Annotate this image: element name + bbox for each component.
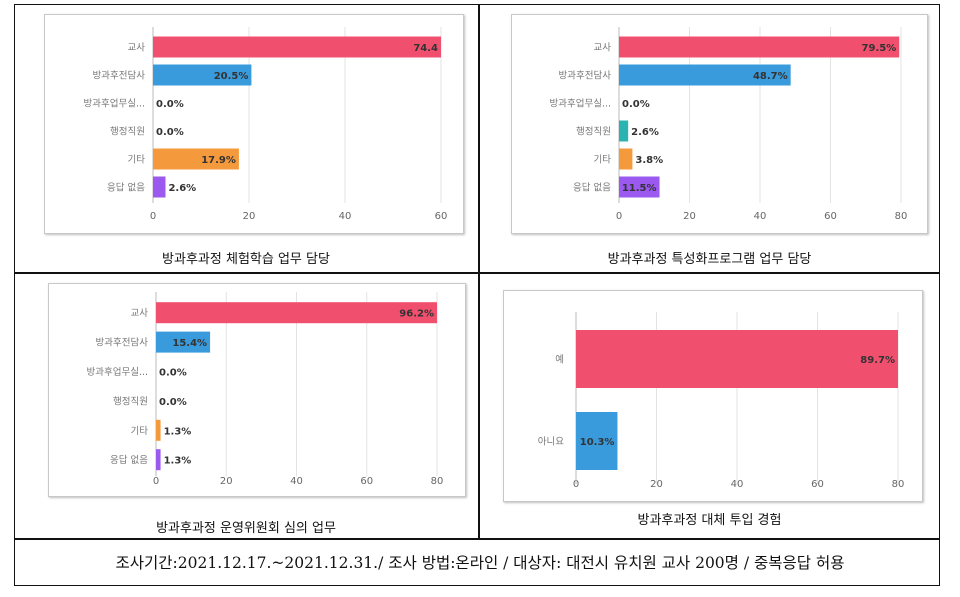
survey-footnote: 조사기간:2021.12.17.~2021.12.31./ 조사 방법:온라인 … — [115, 554, 845, 572]
data-label: 96.2% — [399, 309, 434, 320]
category-label: 응답 없음 — [110, 454, 148, 466]
chart-specialized-program: 0 20 40 60 80 교사 79.5% 방과후전담사 48.7% 방과후업무실... 0.0%… — [550, 27, 908, 222]
x-tick-label: 0 — [150, 211, 156, 222]
category-label: 예 — [555, 355, 564, 366]
data-label: 0.0% — [159, 397, 187, 408]
chart-steering-committee: 0 20 40 60 80 교사 96.2% 방과후전담사 15.4% 방과후업무실... 0.0%… — [87, 292, 444, 487]
data-label: 3.8% — [635, 155, 663, 166]
data-label: 1.3% — [164, 426, 192, 437]
bar — [619, 64, 791, 86]
chart-card: 0 20 40 60 80 교사 79.5% 방과후전담사 48.7% 방과후업무실... 0.0%… — [511, 14, 928, 234]
x-tick-label: 40 — [754, 211, 767, 222]
chart-experience-learning: 0 20 40 60 교사 74.4 방과후전담사 20.5% 방과후업무실... 0.0% 행정직… — [84, 27, 448, 222]
x-tick-label: 20 — [650, 479, 663, 490]
category-label: 행정직원 — [113, 395, 148, 407]
data-label: 0.0% — [159, 368, 187, 379]
bar — [153, 36, 441, 58]
data-label: 2.6% — [631, 127, 659, 138]
data-label: 74.4 — [413, 43, 438, 54]
data-label: 17.9% — [201, 155, 236, 166]
x-tick-label: 0 — [153, 476, 159, 487]
category-label: 행정직원 — [576, 126, 611, 138]
panel-experience-learning: 0 20 40 60 교사 74.4 방과후전담사 20.5% 방과후업무실... 0.0% 행정직… — [14, 4, 478, 272]
bar — [619, 148, 633, 170]
category-label: 응답 없음 — [107, 182, 145, 194]
x-tick-label: 0 — [616, 211, 622, 222]
category-label: 행정직원 — [110, 126, 145, 138]
x-tick-label: 40 — [339, 211, 352, 222]
bar — [156, 331, 211, 353]
data-label: 0.0% — [156, 99, 184, 110]
category-label: 기타 — [594, 155, 612, 166]
bar — [153, 148, 239, 170]
data-label: 0.0% — [622, 99, 650, 110]
bar — [156, 449, 161, 471]
chart-caption: 방과후과정 특성화프로그램 업무 담당 — [607, 252, 812, 267]
x-tick-label: 60 — [360, 476, 373, 487]
chart-caption: 방과후과정 대체 투입 경험 — [637, 513, 782, 528]
x-tick-label: 60 — [435, 211, 448, 222]
category-label: 기타 — [128, 155, 146, 166]
bar — [576, 330, 898, 388]
chart-card: 0 20 40 60 80 교사 96.2% 방과후전담사 15.4% 방과후업무실... 0.0%… — [48, 283, 466, 497]
data-label: 89.7% — [860, 355, 895, 366]
data-label: 0.0% — [156, 127, 184, 138]
chart-card: 0 20 40 60 80 예 89.7% 아니요 10.3% — [503, 290, 923, 502]
category-label: 방과후업무실... — [87, 366, 149, 378]
category-label: 응답 없음 — [573, 182, 611, 194]
bar — [153, 64, 252, 86]
category-label: 아니요 — [538, 437, 564, 448]
x-tick-label: 20 — [220, 476, 233, 487]
data-label: 11.5% — [622, 183, 657, 194]
x-tick-label: 40 — [290, 476, 303, 487]
bar — [619, 120, 629, 142]
divider-vertical — [478, 4, 480, 539]
x-tick-label: 60 — [811, 479, 824, 490]
x-tick-label: 20 — [683, 211, 696, 222]
data-label: 1.3% — [164, 456, 192, 467]
figure-frame — [14, 4, 940, 586]
panel-substitute-experience: 0 20 40 60 80 예 89.7% 아니요 10.3% 방과후과정 대체 투입 경험 — [479, 273, 940, 538]
bar — [619, 176, 660, 198]
divider-horizontal-footer — [14, 538, 940, 540]
data-label: 79.5% — [862, 43, 897, 54]
bar — [576, 412, 618, 470]
bar — [153, 176, 166, 198]
x-tick-label: 60 — [824, 211, 837, 222]
data-label: 10.3% — [580, 437, 615, 448]
x-tick-label: 20 — [243, 211, 256, 222]
x-tick-label: 80 — [431, 476, 444, 487]
panel-steering-committee: 0 20 40 60 80 교사 96.2% 방과후전담사 15.4% 방과후업무실... 0.0%… — [14, 273, 478, 538]
category-label: 방과후전담사 — [559, 70, 612, 82]
data-label: 20.5% — [214, 71, 249, 82]
category-label: 교사 — [131, 308, 149, 319]
data-label: 48.7% — [753, 71, 788, 82]
category-label: 방과후업무실... — [84, 98, 146, 110]
category-label: 교사 — [128, 43, 146, 54]
x-tick-label: 80 — [895, 211, 908, 222]
x-tick-label: 80 — [892, 479, 905, 490]
chart-caption: 방과후과정 체험학습 업무 담당 — [162, 252, 330, 267]
data-label: 2.6% — [168, 183, 196, 194]
category-label: 교사 — [594, 43, 612, 54]
category-label: 방과후전담사 — [93, 70, 146, 82]
chart-substitute-experience: 0 20 40 60 80 예 89.7% 아니요 10.3% — [538, 312, 905, 490]
x-tick-label: 0 — [573, 479, 579, 490]
x-tick-label: 40 — [731, 479, 744, 490]
bar — [619, 36, 900, 58]
panel-specialized-program: 0 20 40 60 80 교사 79.5% 방과후전담사 48.7% 방과후업무실... 0.0%… — [479, 4, 940, 272]
chart-caption: 방과후과정 운영위원회 심의 업무 — [156, 521, 336, 536]
divider-horizontal-middle — [14, 272, 940, 274]
category-label: 방과후업무실... — [550, 98, 612, 110]
bar — [156, 302, 437, 324]
chart-card: 0 20 40 60 교사 74.4 방과후전담사 20.5% 방과후업무실... 0.0% 행정직… — [44, 14, 464, 234]
bar — [156, 419, 161, 441]
data-label: 15.4% — [172, 338, 207, 349]
category-label: 기타 — [131, 426, 149, 437]
category-label: 방과후전담사 — [96, 337, 149, 349]
